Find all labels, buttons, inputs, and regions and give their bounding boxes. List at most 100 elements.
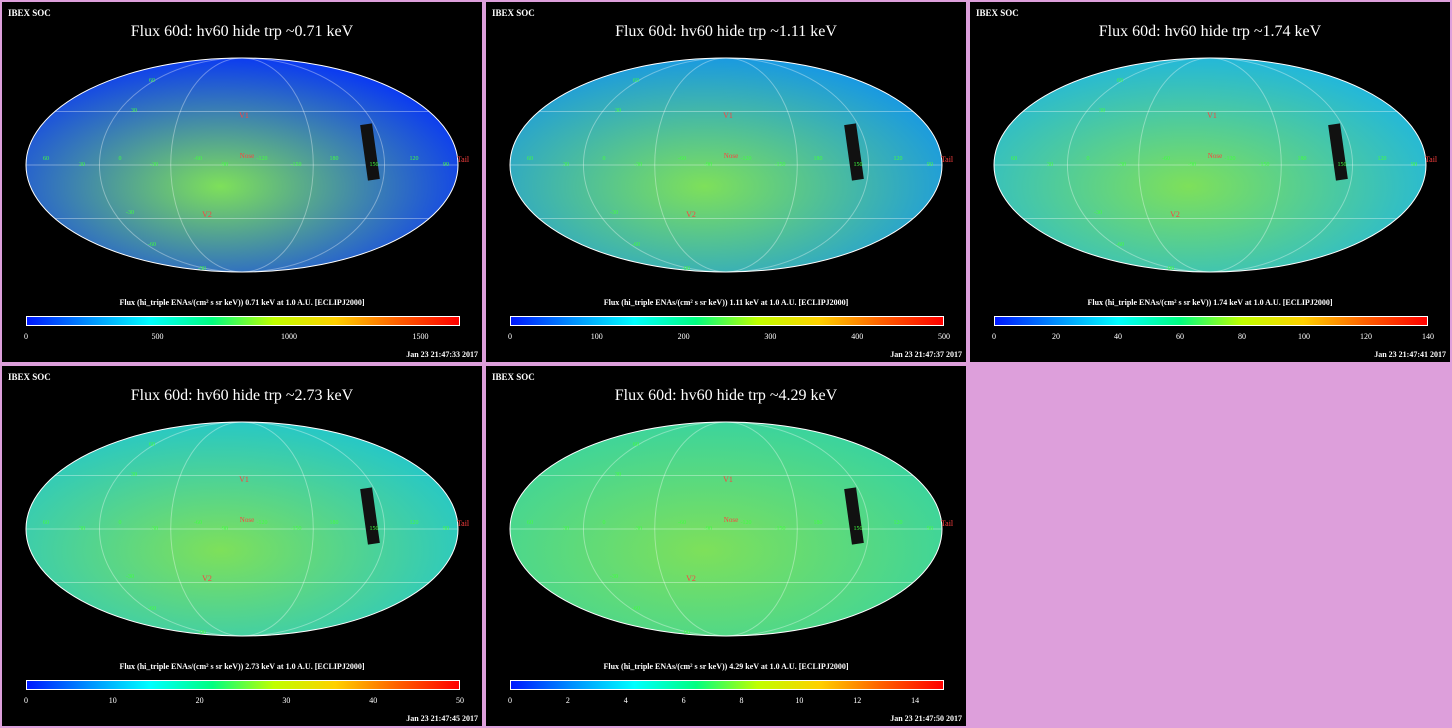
panel-title: Flux 60d: hv60 hide trp ~0.71 keV bbox=[130, 23, 354, 40]
lon-tick-label: -120 bbox=[741, 156, 752, 162]
lon-tick-label: 150 bbox=[370, 526, 379, 532]
nose-marker-label: Nose bbox=[240, 152, 254, 160]
lon-tick-label: 0 bbox=[1087, 156, 1090, 162]
lat-tick-label: 30 bbox=[615, 472, 621, 478]
excluded-region bbox=[360, 487, 380, 545]
tail-marker-label: Tail bbox=[457, 155, 470, 164]
lon-tick-label: -150 bbox=[291, 162, 302, 168]
lon-tick-label: 180 bbox=[814, 520, 823, 526]
lon-tick-label: -90 bbox=[1188, 162, 1196, 168]
excluded-region bbox=[1328, 123, 1348, 181]
scale-tick-label: 4 bbox=[623, 696, 628, 705]
flux-units-label: Flux (hi_triple ENAs/(cm² s sr keV)) 1.7… bbox=[1087, 298, 1333, 307]
lon-tick-label: 120 bbox=[894, 520, 903, 526]
flux-units-label: Flux (hi_triple ENAs/(cm² s sr keV)) 0.7… bbox=[119, 298, 365, 307]
lon-tick-label: -150 bbox=[291, 526, 302, 532]
lon-tick-label: 60 bbox=[527, 520, 533, 526]
scale-tick-label: 20 bbox=[195, 696, 204, 705]
lat-tick-label: -30 bbox=[610, 574, 618, 580]
lon-tick-label: 0 bbox=[119, 156, 122, 162]
lon-tick-label: 90 bbox=[443, 162, 449, 168]
scale-tick-label: 140 bbox=[1422, 332, 1434, 341]
lon-tick-label: -60 bbox=[678, 156, 686, 162]
lat-tick-label: -60 bbox=[148, 242, 156, 248]
lon-tick-label: 30 bbox=[563, 526, 569, 532]
lat-tick-label: 30 bbox=[131, 472, 137, 478]
lon-tick-label: -90 bbox=[704, 526, 712, 532]
lon-tick-label: -30 bbox=[150, 162, 158, 168]
scale-tick-label: 1000 bbox=[281, 332, 298, 341]
lon-tick-label: 120 bbox=[1378, 156, 1387, 162]
lat-tick-label: -30 bbox=[126, 210, 134, 216]
timestamp: Jan 23 21:47:33 2017 bbox=[406, 350, 478, 359]
sky-map: V1 V2 Nose Tail 60 30 0 -30 -60 -90 -120 -150 180 150… bbox=[509, 57, 954, 273]
lon-tick-label: -150 bbox=[775, 526, 786, 532]
lon-tick-label: 60 bbox=[43, 156, 49, 162]
lat-tick-label: -90 bbox=[1166, 266, 1174, 272]
lon-tick-label: 180 bbox=[330, 156, 339, 162]
lon-tick-label: 120 bbox=[410, 156, 419, 162]
lon-tick-label: -60 bbox=[1162, 156, 1170, 162]
scale-tick-label: 0 bbox=[992, 332, 996, 341]
lat-tick-label: -30 bbox=[610, 210, 618, 216]
v2-marker-label: V2 bbox=[202, 210, 212, 219]
scale-tick-label: 40 bbox=[1114, 332, 1122, 341]
lat-tick-label: -90 bbox=[198, 630, 206, 636]
lon-tick-label: 90 bbox=[1411, 162, 1417, 168]
meridian-line bbox=[1138, 57, 1282, 273]
scale-ticks: 0 500 1000 1500 bbox=[2, 332, 482, 344]
scale-tick-label: 120 bbox=[1360, 332, 1372, 341]
tail-marker-label: Tail bbox=[941, 155, 954, 164]
map-panel: V1 V2 Nose Tail 60 30 0 -30 -60 -90 -120 -150 180 150… bbox=[970, 2, 1450, 362]
lon-tick-label: -150 bbox=[775, 162, 786, 168]
lat-tick-label: 60 bbox=[633, 78, 639, 84]
lon-tick-label: 180 bbox=[814, 156, 823, 162]
scale-tick-label: 1500 bbox=[412, 332, 429, 341]
lat-tick-label: -60 bbox=[632, 606, 640, 612]
soc-label: IBEX SOC bbox=[976, 8, 1019, 18]
meridian-line bbox=[170, 421, 314, 637]
v1-marker-label: V1 bbox=[723, 475, 733, 484]
tail-marker-label: Tail bbox=[1425, 155, 1438, 164]
lon-tick-label: 60 bbox=[43, 520, 49, 526]
color-scale-bar bbox=[26, 316, 460, 326]
tail-marker-label: Tail bbox=[941, 519, 954, 528]
lon-tick-label: 60 bbox=[1011, 156, 1017, 162]
lon-tick-label: 0 bbox=[119, 520, 122, 526]
color-scale-bar bbox=[26, 680, 460, 690]
nose-marker-label: Nose bbox=[724, 516, 738, 524]
nose-marker-label: Nose bbox=[724, 152, 738, 160]
scale-tick-label: 50 bbox=[456, 696, 464, 705]
timestamp: Jan 23 21:47:41 2017 bbox=[1374, 350, 1446, 359]
v2-marker-label: V2 bbox=[686, 210, 696, 219]
sky-map: V1 V2 Nose Tail 60 30 0 -30 -60 -90 -120 -150 180 150… bbox=[25, 57, 470, 273]
lon-tick-label: -60 bbox=[194, 520, 202, 526]
lon-tick-label: -150 bbox=[1259, 162, 1270, 168]
v2-marker-label: V2 bbox=[686, 574, 696, 583]
lon-tick-label: -120 bbox=[257, 520, 268, 526]
scale-tick-label: 40 bbox=[369, 696, 378, 705]
tail-marker-label: Tail bbox=[457, 519, 470, 528]
lat-tick-label: -60 bbox=[632, 242, 640, 248]
sky-ellipse bbox=[509, 421, 943, 637]
scale-ticks: 0 100 200 300 400 500 bbox=[486, 332, 966, 344]
lon-tick-label: -90 bbox=[704, 162, 712, 168]
lon-tick-label: -120 bbox=[741, 520, 752, 526]
lon-tick-label: -30 bbox=[634, 526, 642, 532]
panel-title: Flux 60d: hv60 hide trp ~1.11 keV bbox=[615, 23, 837, 40]
lon-tick-label: -60 bbox=[194, 156, 202, 162]
v2-marker-label: V2 bbox=[1170, 210, 1180, 219]
timestamp: Jan 23 21:47:37 2017 bbox=[890, 350, 962, 359]
scale-ticks: 0 2 4 6 8 10 12 14 bbox=[486, 696, 966, 708]
v1-marker-label: V1 bbox=[723, 111, 733, 120]
lon-tick-label: 30 bbox=[563, 162, 569, 168]
lon-tick-label: 150 bbox=[854, 162, 863, 168]
scale-tick-label: 500 bbox=[151, 332, 164, 341]
scale-tick-label: 10 bbox=[108, 696, 117, 705]
lon-tick-label: 0 bbox=[603, 520, 606, 526]
sky-map: V1 V2 Nose Tail 60 30 0 -30 -60 -90 -120 -150 180 150… bbox=[993, 57, 1438, 273]
scale-tick-label: 6 bbox=[681, 696, 686, 705]
sky-ellipse bbox=[25, 421, 459, 637]
lat-tick-label: 30 bbox=[615, 108, 621, 114]
soc-label: IBEX SOC bbox=[492, 372, 535, 382]
